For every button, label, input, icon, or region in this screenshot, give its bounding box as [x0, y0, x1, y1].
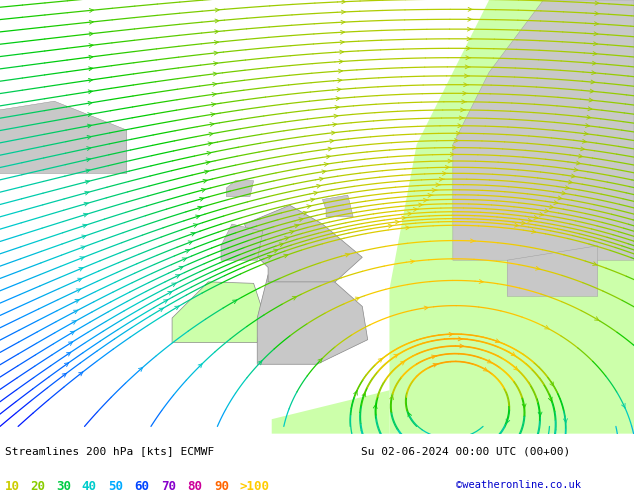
Polygon shape [257, 274, 368, 364]
Polygon shape [323, 195, 353, 217]
Polygon shape [507, 246, 598, 296]
Text: 20: 20 [30, 480, 46, 490]
Polygon shape [389, 0, 634, 434]
Text: 90: 90 [214, 480, 230, 490]
Polygon shape [226, 181, 254, 196]
Polygon shape [453, 0, 634, 260]
Text: >100: >100 [240, 480, 269, 490]
Text: 40: 40 [81, 480, 96, 490]
Text: 80: 80 [188, 480, 203, 490]
Text: 70: 70 [161, 480, 176, 490]
Text: Streamlines 200 hPa [kts] ECMWF: Streamlines 200 hPa [kts] ECMWF [5, 446, 214, 456]
Text: ©weatheronline.co.uk: ©weatheronline.co.uk [456, 480, 581, 490]
Text: 30: 30 [56, 480, 71, 490]
Polygon shape [172, 282, 262, 343]
Polygon shape [245, 205, 362, 282]
Text: Su 02-06-2024 00:00 UTC (00+00): Su 02-06-2024 00:00 UTC (00+00) [361, 446, 571, 456]
Polygon shape [0, 101, 127, 173]
Polygon shape [221, 224, 262, 260]
Text: 10: 10 [5, 480, 20, 490]
Text: 50: 50 [108, 480, 123, 490]
Text: 60: 60 [134, 480, 150, 490]
Polygon shape [272, 390, 389, 434]
